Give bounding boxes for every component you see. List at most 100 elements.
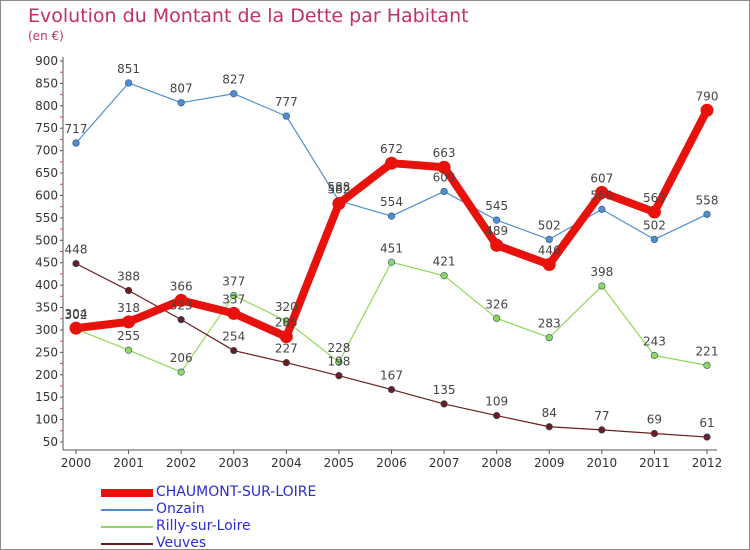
y-tick-label: 650 bbox=[35, 166, 58, 180]
data-label: 84 bbox=[542, 406, 557, 420]
data-point bbox=[177, 99, 185, 107]
data-label: 255 bbox=[117, 329, 140, 343]
data-label: 326 bbox=[485, 297, 508, 311]
x-tick-label: 2009 bbox=[534, 456, 565, 470]
data-label: 318 bbox=[117, 301, 140, 315]
data-label: 609 bbox=[433, 170, 456, 184]
data-label: 607 bbox=[590, 171, 613, 185]
x-tick-label: 2003 bbox=[218, 456, 249, 470]
data-point bbox=[647, 205, 661, 219]
y-tick-label: 550 bbox=[35, 211, 58, 225]
x-tick-label: 2001 bbox=[113, 456, 144, 470]
data-point bbox=[493, 216, 501, 224]
data-label: 827 bbox=[222, 73, 245, 87]
data-point bbox=[700, 103, 714, 117]
data-point bbox=[332, 197, 346, 211]
legend-label: Veuves bbox=[156, 535, 207, 550]
data-point bbox=[174, 293, 188, 307]
data-label: 320 bbox=[275, 300, 298, 314]
data-point bbox=[490, 238, 504, 252]
x-tick-label: 2005 bbox=[324, 456, 355, 470]
data-point bbox=[387, 212, 396, 220]
data-point bbox=[650, 351, 659, 360]
data-label: 221 bbox=[696, 344, 719, 358]
data-point bbox=[279, 330, 293, 344]
data-point bbox=[124, 79, 133, 87]
data-point bbox=[493, 314, 501, 322]
data-label: 227 bbox=[275, 342, 298, 356]
data-point bbox=[122, 315, 136, 329]
x-tick-label: 2012 bbox=[692, 456, 723, 470]
data-point bbox=[335, 358, 343, 366]
data-point bbox=[545, 235, 553, 243]
data-label: 672 bbox=[380, 142, 403, 156]
data-point bbox=[227, 306, 241, 320]
data-label: 448 bbox=[65, 243, 88, 257]
x-tick-label: 2004 bbox=[271, 456, 302, 470]
y-tick-label: 300 bbox=[35, 323, 58, 337]
data-label: 502 bbox=[643, 218, 666, 232]
data-point bbox=[545, 333, 553, 342]
data-point bbox=[282, 359, 290, 367]
data-point bbox=[282, 112, 290, 120]
y-tick-label: 50 bbox=[43, 435, 58, 449]
data-label: 545 bbox=[485, 199, 508, 213]
data-point bbox=[598, 426, 606, 434]
y-tick-label: 900 bbox=[35, 54, 58, 68]
chart-title: Evolution du Montant de la Dette par Hab… bbox=[28, 5, 469, 27]
legend-label: CHAUMONT-SUR-LOIRE bbox=[156, 484, 317, 500]
data-point bbox=[230, 90, 238, 98]
data-label: 569 bbox=[590, 188, 613, 202]
y-tick-label: 500 bbox=[35, 233, 58, 247]
legend-label: Onzain bbox=[156, 501, 205, 517]
data-label: 588 bbox=[327, 180, 350, 194]
y-tick-label: 850 bbox=[35, 76, 58, 90]
data-label: 421 bbox=[433, 255, 456, 269]
data-point bbox=[493, 411, 501, 420]
data-label: 663 bbox=[433, 146, 456, 160]
data-label: 243 bbox=[643, 334, 666, 348]
data-label: 323 bbox=[170, 299, 193, 313]
legend-swatch bbox=[101, 509, 153, 511]
y-tick-label: 400 bbox=[35, 278, 58, 292]
y-tick-label: 100 bbox=[35, 413, 58, 427]
data-point bbox=[177, 368, 185, 376]
data-label: 502 bbox=[538, 218, 561, 232]
data-label: 398 bbox=[590, 265, 613, 279]
x-tick-label: 2006 bbox=[376, 456, 407, 470]
data-point bbox=[72, 260, 80, 268]
data-label: 254 bbox=[222, 330, 245, 344]
data-label: 304 bbox=[65, 307, 88, 321]
data-point bbox=[703, 361, 711, 369]
x-tick-label: 2011 bbox=[639, 456, 670, 470]
data-label: 198 bbox=[327, 355, 350, 369]
data-point bbox=[703, 433, 711, 441]
data-label: 69 bbox=[647, 412, 662, 426]
x-tick-label: 2007 bbox=[429, 456, 460, 470]
data-label: 851 bbox=[117, 62, 140, 76]
data-label: 790 bbox=[696, 89, 719, 103]
data-label: 285 bbox=[275, 316, 298, 330]
data-point bbox=[335, 372, 343, 380]
y-tick-label: 700 bbox=[35, 144, 58, 158]
data-label: 366 bbox=[170, 279, 193, 293]
y-tick-label: 150 bbox=[35, 390, 58, 404]
x-tick-label: 2002 bbox=[166, 456, 197, 470]
x-tick-label: 2000 bbox=[61, 456, 92, 470]
line-chart: 50 100 150 200 250 300 350 400 450 500 550 600 650 70… bbox=[35, 54, 723, 470]
data-label: 228 bbox=[327, 341, 350, 355]
data-point bbox=[437, 160, 451, 174]
y-tick-label: 450 bbox=[35, 256, 58, 270]
y-tick-label: 200 bbox=[35, 368, 58, 382]
data-point bbox=[650, 429, 659, 438]
data-label: 388 bbox=[117, 269, 140, 283]
data-point bbox=[124, 286, 133, 295]
data-label: 377 bbox=[222, 274, 245, 288]
data-label: 302 bbox=[65, 308, 88, 322]
data-label: 167 bbox=[380, 369, 403, 383]
data-label: 489 bbox=[485, 224, 508, 238]
data-point bbox=[124, 346, 133, 354]
data-point bbox=[387, 258, 396, 266]
data-point bbox=[595, 185, 609, 199]
data-point bbox=[542, 257, 556, 271]
